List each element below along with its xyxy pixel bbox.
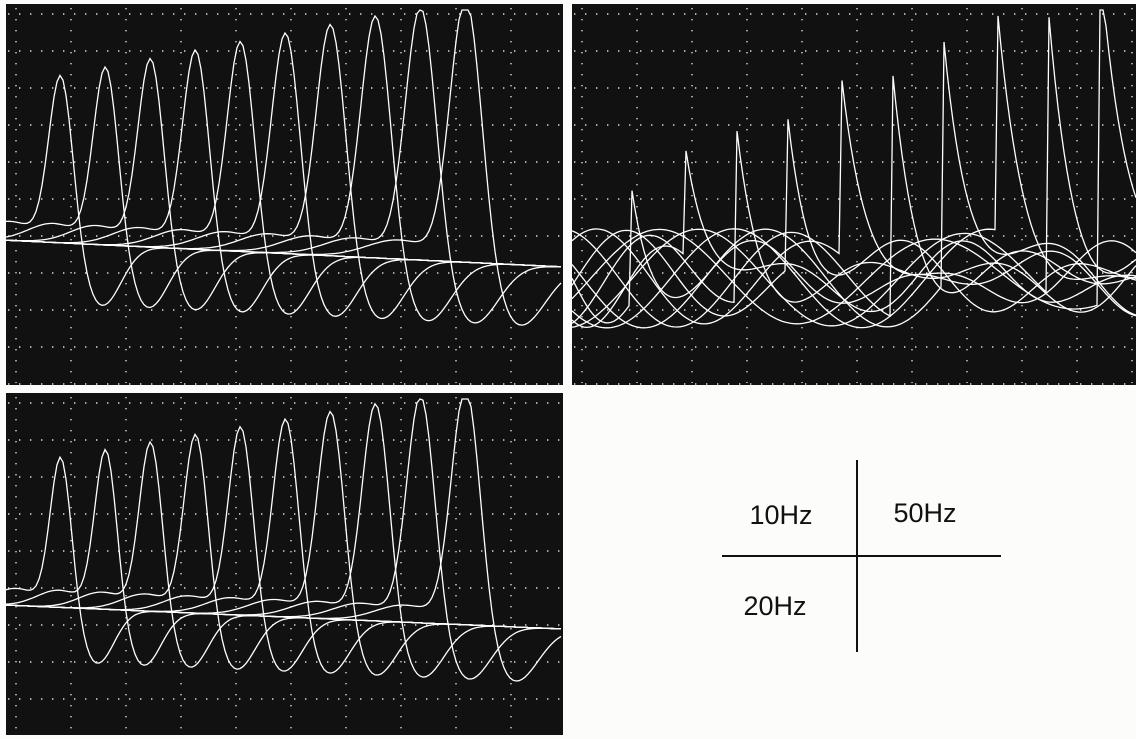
figure: 10Hz 50Hz 20Hz — [0, 0, 1136, 739]
legend-label: 10Hz — [749, 500, 812, 530]
panel-10hz — [6, 4, 563, 385]
legend-label: 20Hz — [743, 591, 806, 621]
panel-50hz — [572, 4, 1136, 385]
page: 10Hz 50Hz 20Hz (() => { const data = JSO… — [0, 0, 1136, 739]
legend-label: 50Hz — [893, 498, 956, 528]
panel-20hz — [6, 393, 563, 735]
